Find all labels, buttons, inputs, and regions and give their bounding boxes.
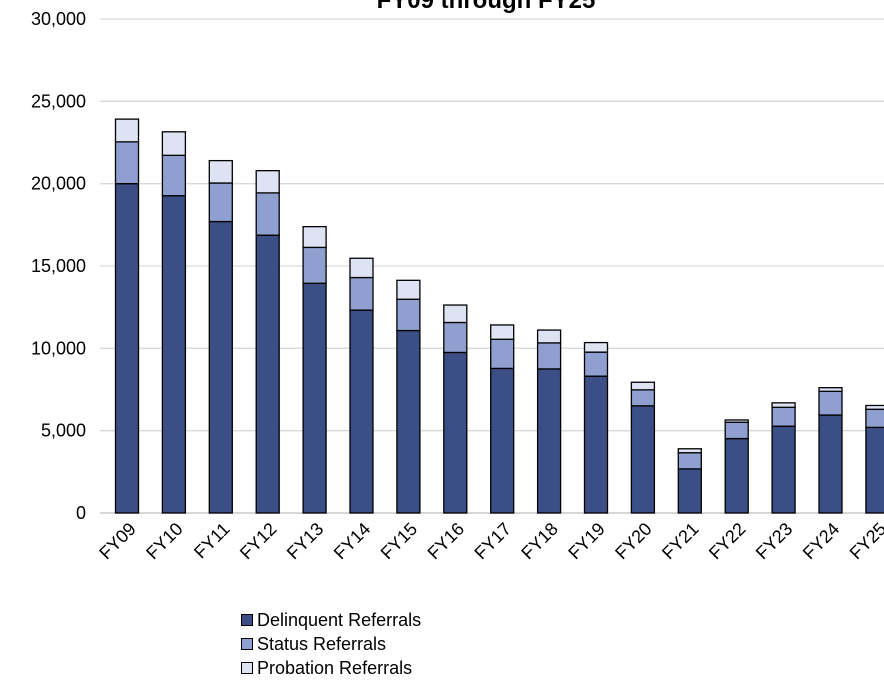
x-tick-label: FY14 <box>330 519 375 564</box>
x-tick-label: FY24 <box>799 519 844 564</box>
bar-delinquent <box>583 375 609 514</box>
bar-probation <box>396 279 421 300</box>
bar-probation <box>865 404 884 410</box>
bar-status <box>255 192 280 236</box>
x-tick-label: FY12 <box>236 519 281 564</box>
bar-delinquent <box>114 183 140 514</box>
bar-status <box>818 390 843 416</box>
legend-label-delinquent: Delinquent Referrals <box>257 609 422 630</box>
legend-item-status: Status Referrals <box>241 632 421 656</box>
bar-delinquent <box>396 329 421 514</box>
legend: Delinquent Referrals Status Referrals Pr… <box>241 608 421 680</box>
y-tick-label: 25,000 <box>31 91 86 111</box>
bar-probation <box>443 304 468 324</box>
bar-probation <box>255 170 280 194</box>
bar-probation <box>349 257 374 279</box>
bar-status <box>771 406 796 427</box>
bar-status <box>208 182 233 223</box>
y-tick-label: 20,000 <box>31 174 86 194</box>
bar-status <box>677 452 702 470</box>
legend-label-probation: Probation Referrals <box>257 657 413 678</box>
legend-swatch-probation <box>241 662 253 674</box>
x-tick-label: FY11 <box>190 519 234 563</box>
stacked-bar-chart: FY09 through FY25 0 5,000 10,000 15,000 20,0… <box>31 0 884 564</box>
bar-status <box>302 246 327 284</box>
bar-delinquent <box>677 468 702 514</box>
bar-delinquent <box>536 368 562 514</box>
bar-probation <box>677 448 702 454</box>
x-tick-label: FY16 <box>424 519 469 564</box>
x-tick-label: FY25 <box>846 519 884 564</box>
bar-delinquent <box>302 282 327 514</box>
legend-swatch-delinquent <box>241 614 253 626</box>
legend-swatch-status <box>241 638 253 650</box>
x-tick-label: FY21 <box>658 519 703 564</box>
x-tick-label: FY18 <box>517 519 562 564</box>
bar-status <box>724 421 749 440</box>
bar-probation <box>114 118 140 143</box>
x-tick-label: FY20 <box>611 519 656 564</box>
legend-item-probation: Probation Referrals <box>241 656 421 680</box>
x-tick-label: FY23 <box>752 519 797 564</box>
bar-delinquent <box>208 220 233 514</box>
bar-probation <box>630 381 656 391</box>
x-tick-label: FY17 <box>470 519 515 564</box>
legend-label-status: Status Referrals <box>257 633 387 654</box>
x-tick-label: FY15 <box>377 519 422 564</box>
bar-delinquent <box>630 405 656 514</box>
x-axis-ticks: FY09 FY10 FY11 FY12 FY13 FY14 FY15 FY16 FY17 FY18… <box>95 519 884 564</box>
bar-delinquent <box>818 414 843 514</box>
y-tick-label: 10,000 <box>31 338 86 358</box>
x-tick-label: FY19 <box>564 519 609 564</box>
bar-delinquent <box>724 437 749 514</box>
bar-status <box>396 298 421 332</box>
bar-status <box>630 389 656 407</box>
bar-status <box>536 342 562 370</box>
bar-status <box>161 154 187 197</box>
x-tick-label: FY22 <box>705 519 750 564</box>
bar-status <box>349 276 374 311</box>
y-tick-label: 5,000 <box>41 421 86 441</box>
bar-probation <box>490 324 515 340</box>
bar-status <box>865 408 884 429</box>
bar-probation <box>771 402 796 408</box>
chart-title: FY09 through FY25 <box>377 0 596 14</box>
bar-probation <box>208 159 233 184</box>
y-tick-label: 30,000 <box>31 9 86 29</box>
bar-probation <box>583 341 609 353</box>
y-tick-label: 15,000 <box>31 256 86 276</box>
bar-delinquent <box>255 234 280 514</box>
bar-probation <box>818 387 843 392</box>
x-tick-label: FY09 <box>95 519 140 564</box>
bar-status <box>114 141 140 185</box>
y-axis-ticks: 0 5,000 10,000 15,000 20,000 25,000 30,000 <box>31 9 86 523</box>
bar-delinquent <box>443 351 468 514</box>
bar-status <box>443 321 468 354</box>
y-tick-label: 0 <box>76 503 86 523</box>
bar-delinquent <box>490 367 515 514</box>
bar-status <box>490 338 515 370</box>
bar-delinquent <box>349 309 374 514</box>
legend-item-delinquent: Delinquent Referrals <box>241 608 421 632</box>
bar-status <box>583 351 609 377</box>
x-tick-label: FY13 <box>283 519 328 564</box>
bar-probation <box>536 329 562 344</box>
bar-probation <box>302 225 327 249</box>
bar-delinquent <box>161 195 187 514</box>
bar-delinquent <box>771 425 796 514</box>
x-tick-label: FY10 <box>142 519 187 564</box>
bar-probation <box>724 419 749 423</box>
bar-probation <box>161 131 187 156</box>
bars <box>114 118 884 514</box>
bar-delinquent <box>865 426 884 514</box>
